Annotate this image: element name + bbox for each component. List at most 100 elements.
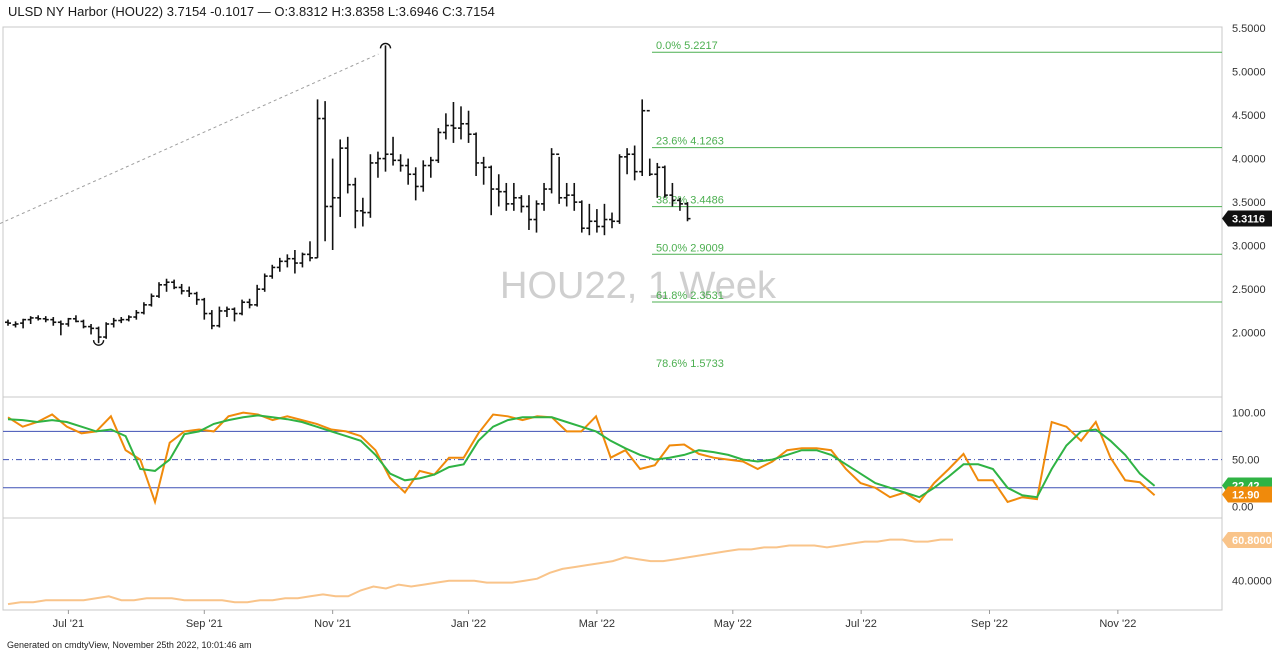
ohlc-bar <box>216 306 223 328</box>
stoch-k-tag-text: 12.90 <box>1232 489 1260 501</box>
ohlc-bar <box>344 136 351 194</box>
fib-label: 38.2% 3.4486 <box>656 195 724 207</box>
ohlc-bar <box>495 174 502 207</box>
last-price-tag-text: 3.3116 <box>1232 214 1265 226</box>
ohlc-bar <box>382 45 389 172</box>
watermark: HOU22, 1 Week <box>500 265 777 307</box>
ohlc-bar <box>450 102 457 143</box>
x-tick-label: Nov '22 <box>1099 618 1136 630</box>
ohlc-bar <box>646 109 653 176</box>
ohlc-bar <box>442 113 449 140</box>
x-tick-label: Jul '22 <box>845 618 876 630</box>
ohlc-bar <box>359 197 366 227</box>
ohlc-bar <box>254 284 261 307</box>
price-tick-label: 3.5000 <box>1232 197 1266 209</box>
x-tick-label: Sep '21 <box>186 618 223 630</box>
ohlc-bar <box>231 307 238 322</box>
ohlc-bar <box>397 154 404 172</box>
ohlc-bar <box>639 99 646 176</box>
x-tick-label: Nov '21 <box>314 618 351 630</box>
ohlc-bar <box>533 200 540 233</box>
ohlc-bar <box>163 278 170 292</box>
fib-label: 61.8% 2.3531 <box>656 290 724 302</box>
chart-title: ULSD NY Harbor (HOU22) 3.7154 -0.1017 — … <box>8 4 495 19</box>
price-tick-label: 2.5000 <box>1232 284 1266 296</box>
ohlc-bar <box>186 286 193 298</box>
trendline-dashed <box>0 53 379 224</box>
ohlc-bar <box>65 317 72 327</box>
ohlc-bar <box>556 153 563 204</box>
ohlc-bar <box>676 197 683 211</box>
ohlc-bar <box>156 282 162 298</box>
y-axis: 5.5000 5.0000 4.5000 4.0000 3.5000 3.0000 2.50… <box>1232 23 1272 588</box>
ohlc-bar <box>609 212 615 229</box>
ohlc-bar <box>178 283 185 295</box>
volatility-panel <box>7 538 953 606</box>
ohlc-bar <box>20 318 27 329</box>
stoch-k-line <box>7 411 1156 506</box>
ohlc-bar <box>193 291 200 305</box>
ohlc-bar <box>571 182 578 211</box>
x-tick-label: Sep '22 <box>971 618 1008 630</box>
volatility-line <box>7 538 953 606</box>
swing-low-mark <box>92 340 105 346</box>
ohlc-bar <box>480 156 487 185</box>
ohlc-bar <box>72 315 79 323</box>
ohlc-bar <box>518 195 525 213</box>
vol-tick-label: 40.0000 <box>1232 576 1272 588</box>
stoch-k-tag: 12.90 <box>1222 486 1272 503</box>
x-tick-label: May '22 <box>714 618 752 630</box>
ohlc-bar <box>299 252 306 268</box>
ohlc-bar <box>307 241 313 262</box>
ohlc-bar <box>390 136 397 166</box>
ohlc-bar <box>80 319 87 329</box>
ohlc-bar <box>654 162 661 198</box>
fib-label: 78.6% 1.5733 <box>656 358 724 370</box>
fib-label: 0.0% 5.2217 <box>656 40 718 52</box>
ohlc-bar <box>201 297 208 320</box>
ohlc-bar <box>246 298 253 309</box>
volatility-tag: 60.8000 <box>1222 531 1272 548</box>
ohlc-bar <box>223 306 230 318</box>
ohlc-bar <box>118 317 125 324</box>
ohlc-bar <box>420 160 427 192</box>
x-tick-label: Jul '21 <box>53 618 84 630</box>
ohlc-bar <box>458 106 464 140</box>
price-tick-label: 4.0000 <box>1232 154 1266 166</box>
plot-frame <box>2 26 1223 611</box>
ohlc-bar <box>269 264 276 279</box>
ohlc-bar <box>171 279 178 290</box>
ohlc-bar <box>435 128 442 163</box>
ohlc-bar <box>239 299 246 316</box>
ohlc-bar <box>473 132 480 176</box>
fib-label: 50.0% 2.9009 <box>656 242 724 254</box>
ohlc-bar <box>284 254 291 268</box>
ohlc-bar <box>27 316 34 324</box>
stoch-tick-label: 0.00 <box>1232 502 1253 514</box>
ohlc-bar <box>12 321 19 328</box>
ohlc-bar <box>374 151 381 178</box>
ohlc-bar <box>427 156 434 178</box>
ohlc-bar <box>276 257 283 272</box>
ohlc-bar <box>103 322 110 339</box>
ohlc-bar <box>322 101 329 242</box>
ohlc-bar <box>503 182 510 211</box>
ohlc-bar <box>616 154 623 224</box>
ohlc-bar <box>125 315 132 322</box>
ohlc-bar <box>337 139 344 217</box>
ohlc-bar <box>601 203 608 236</box>
trendline <box>0 53 379 224</box>
swing-high-mark <box>379 42 392 49</box>
ohlc-bar <box>624 148 631 175</box>
fib-label: 23.6% 4.1263 <box>656 136 724 148</box>
ohlc-bar <box>110 317 117 328</box>
price-tick-label: 5.5000 <box>1232 23 1266 35</box>
ohlc-bar <box>261 273 268 292</box>
price-tick-label: 4.5000 <box>1232 110 1266 122</box>
ohlc-bar <box>510 182 517 211</box>
ohlc-bar <box>42 316 49 323</box>
volatility-tag-text: 60.8000 <box>1232 535 1272 547</box>
ohlc-bar <box>50 317 57 326</box>
